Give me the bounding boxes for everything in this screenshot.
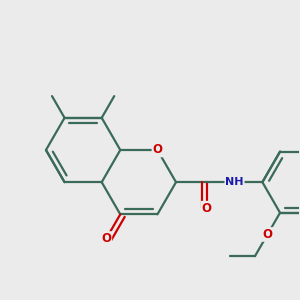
Text: O: O (262, 228, 272, 241)
Text: O: O (101, 232, 111, 245)
Text: O: O (202, 202, 212, 215)
Text: NH: NH (225, 177, 244, 187)
Text: O: O (152, 143, 162, 157)
